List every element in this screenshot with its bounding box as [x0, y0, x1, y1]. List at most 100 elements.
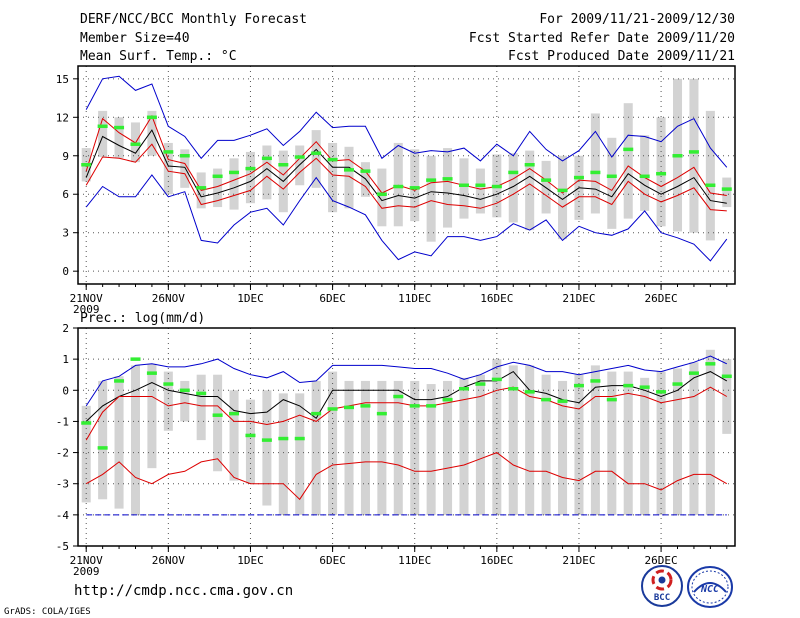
temp-range-bar	[705, 110, 715, 241]
prec-range-bar	[180, 380, 190, 422]
prec-range-bar	[574, 374, 584, 515]
temp-ensemble-mean-line	[85, 129, 727, 204]
temp-xtick-label: 11DEC	[398, 292, 431, 305]
temp-ytick-label: 0	[62, 265, 69, 278]
temp-range-bar	[607, 137, 617, 229]
prec-range-bar	[705, 349, 715, 515]
temp-spread-upper-line	[85, 114, 727, 196]
prec-xtick-label: 21DEC	[562, 554, 595, 567]
prec-ytick-label: 2	[62, 322, 69, 335]
prec-range-bar	[443, 380, 453, 515]
temp-xtick-label: 6DEC	[319, 292, 346, 305]
temp-range-bar	[722, 177, 732, 208]
temp-range-bar	[475, 168, 485, 214]
temp-xtick-label: 21NOV	[70, 292, 103, 305]
temp-range-bar	[459, 158, 469, 219]
prec-range-bar	[344, 380, 354, 515]
prec-ytick-label: 0	[62, 384, 69, 397]
source-url[interactable]: http://cmdp.ncc.cma.gov.cn	[74, 583, 293, 599]
prec-ytick-label: -1	[56, 415, 69, 428]
temp-xtick-label: 26DEC	[645, 292, 678, 305]
prec-range-bar	[640, 377, 650, 515]
prec-xtick-label: 26NOV	[152, 554, 185, 567]
prec-range-bar	[262, 390, 272, 506]
prec-range-bar	[229, 390, 239, 481]
variable-label-precipitation: Prec.: log(mm/d)	[80, 311, 205, 326]
bcc-logo-text: BCC	[654, 593, 670, 603]
prec-ytick-label: -3	[56, 478, 69, 491]
prec-range-bar	[410, 380, 420, 515]
temp-range-bar	[163, 142, 173, 195]
prec-ytick-label: -5	[56, 540, 69, 553]
temp-range-bar	[180, 149, 190, 188]
temp-max-line	[85, 174, 728, 262]
temp-range-bar	[426, 155, 436, 242]
prec-range-bar	[393, 380, 403, 515]
ncc-logo: NCC	[687, 566, 733, 608]
prec-range-bar	[426, 384, 436, 515]
temp-range-bar	[114, 117, 124, 159]
prec-range-bar	[672, 368, 683, 515]
temp-range-bar	[640, 135, 650, 211]
temp-ytick-label: 9	[62, 150, 69, 163]
prec-plot-frame	[77, 327, 736, 547]
temp-ytick-label: 12	[56, 111, 69, 124]
temp-range-bar	[262, 145, 272, 200]
temp-xtick-label: 21DEC	[562, 292, 595, 305]
temp-ytick-label: 3	[62, 227, 69, 240]
member-size: Member Size=40	[80, 31, 190, 46]
prec-range-bar	[147, 363, 157, 469]
fcst-produced-date: Fcst Produced Date 2009/11/21	[508, 49, 735, 64]
temp-plot-frame	[77, 65, 736, 285]
temp-range-bar	[344, 146, 354, 209]
prec-range-bar	[492, 359, 502, 515]
prec-range-bar	[459, 377, 469, 515]
prec-range-bar	[278, 393, 288, 515]
prec-range-bar	[213, 374, 223, 472]
prec-range-bar	[607, 371, 617, 515]
prec-range-bar	[590, 365, 600, 515]
prec-range-bar	[98, 380, 108, 500]
temp-range-bar	[541, 160, 551, 214]
temp-range-bar	[558, 155, 568, 240]
prec-range-bar	[196, 374, 206, 441]
temp-range-bar	[525, 150, 535, 231]
prec-range-bar	[114, 376, 124, 509]
temp-range-bar	[590, 113, 600, 214]
prec-ytick-label: -2	[56, 447, 69, 460]
temp-range-bar	[623, 103, 633, 219]
prec-range-bar	[558, 380, 568, 515]
prec-xtick-label: 6DEC	[319, 554, 346, 567]
forecast-period: For 2009/11/21-2009/12/30	[539, 12, 735, 27]
temp-range-bar	[508, 153, 518, 223]
prec-xtick-label: 16DEC	[480, 554, 513, 567]
bcc-logo: BCC	[641, 565, 683, 607]
prec-range-bar	[541, 374, 551, 515]
prec-range-bar	[311, 380, 321, 515]
temp-spread-lower-line	[85, 143, 727, 212]
prec-ytick-label: 1	[62, 353, 69, 366]
prec-spread-upper-line	[85, 386, 728, 441]
temp-range-bar	[213, 168, 223, 208]
prec-range-bar	[163, 371, 173, 431]
temp-range-bar	[443, 148, 453, 228]
temp-range-bar	[328, 142, 338, 213]
prec-range-bar	[81, 405, 91, 503]
temp-xtick-label: 16DEC	[480, 292, 513, 305]
temp-range-bar	[147, 110, 157, 156]
prec-range-bar	[689, 362, 699, 515]
temp-range-bar	[393, 142, 403, 227]
prec-xtick-label: 11DEC	[398, 554, 431, 567]
prec-xtick-year: 2009	[73, 565, 100, 578]
prec-max-line	[85, 355, 728, 407]
temp-min-line	[85, 75, 728, 168]
temp-range-bar	[229, 158, 239, 210]
chart-title: DERF/NCC/BCC Monthly Forecast	[80, 12, 307, 27]
temp-xtick-year: 2009	[73, 303, 100, 316]
fcst-started-date: Fcst Started Refer Date 2009/11/20	[469, 31, 735, 46]
prec-range-bar	[245, 399, 255, 484]
variable-label-temperature: Mean Surf. Temp.: °C	[80, 49, 237, 64]
